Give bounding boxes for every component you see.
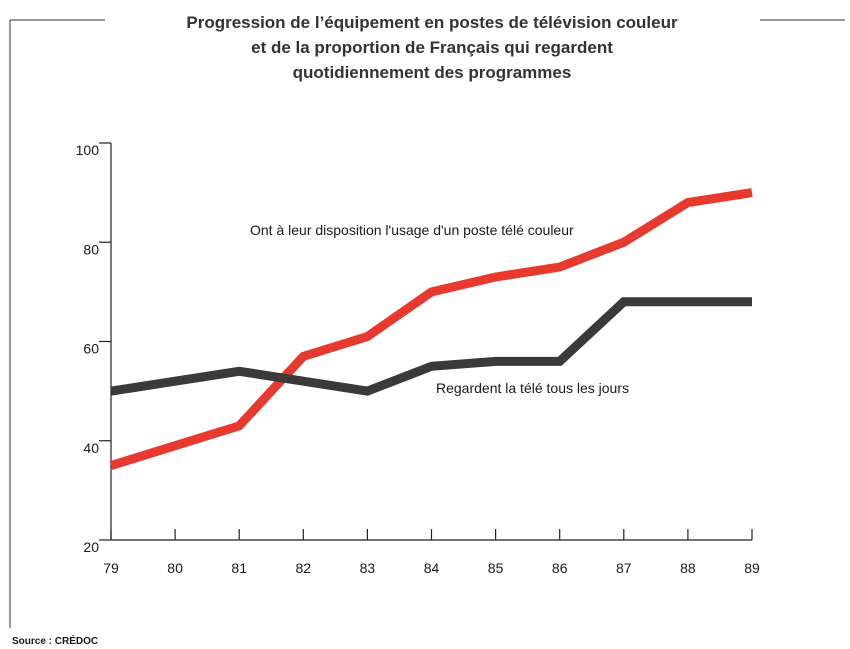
series-label: Regardent la télé tous les jours: [436, 380, 629, 396]
y-tick-label: 100: [76, 142, 100, 158]
y-tick-label: 20: [83, 539, 99, 555]
y-tick-label: 60: [83, 341, 99, 357]
series-label: Ont à leur disposition l'usage d'un post…: [250, 222, 574, 238]
chart-title: Progression de l’équipement en postes de…: [186, 13, 678, 32]
series-line: [109, 188, 753, 470]
chart-title: quotidiennement des programmes: [293, 63, 572, 82]
y-tick-label: 40: [83, 440, 99, 456]
x-tick-label: 84: [424, 560, 440, 576]
chart-title: et de la proportion de Français qui rega…: [251, 38, 613, 57]
x-tick-label: 79: [103, 560, 119, 576]
x-tick-label: 81: [231, 560, 247, 576]
x-tick-label: 82: [296, 560, 312, 576]
source: Source : CRÉDOC: [12, 634, 98, 647]
x-tick-label: 83: [360, 560, 376, 576]
x-tick-label: 88: [680, 560, 696, 576]
y-tick-label: 80: [83, 241, 99, 257]
x-tick-label: 80: [167, 560, 183, 576]
x-tick-label: 85: [488, 560, 504, 576]
x-tick-label: 86: [552, 560, 568, 576]
x-tick-label: 87: [616, 560, 632, 576]
series-line: [110, 297, 752, 396]
x-tick-label: 89: [744, 560, 760, 576]
